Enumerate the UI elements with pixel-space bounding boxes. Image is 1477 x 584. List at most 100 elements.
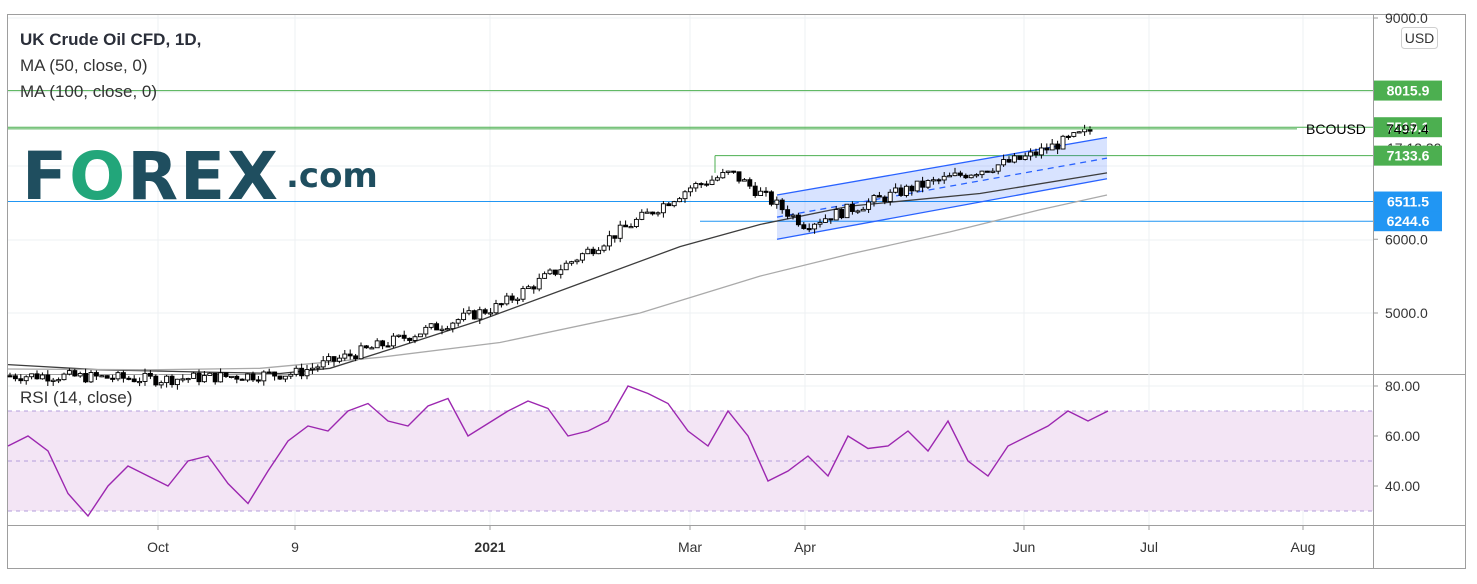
level-tag-label: 7519.1	[1387, 119, 1430, 135]
candle	[574, 259, 580, 263]
price-tick-label: 9000.0	[1385, 10, 1428, 26]
candle	[66, 370, 72, 375]
candle	[520, 288, 526, 300]
candle	[758, 190, 764, 197]
candle	[482, 309, 488, 314]
candle	[995, 164, 1001, 172]
candle	[423, 326, 429, 335]
candle	[623, 224, 629, 228]
candle	[212, 372, 218, 383]
candle	[714, 177, 720, 181]
candle	[909, 185, 915, 192]
candle	[239, 378, 245, 381]
price-tick-label: 6000.0	[1385, 231, 1428, 247]
candle	[450, 322, 456, 330]
candle	[887, 191, 893, 202]
candle	[180, 378, 186, 381]
candle	[930, 179, 936, 182]
logo-rex: REX	[127, 137, 280, 215]
candle	[671, 201, 677, 207]
candlesticks	[7, 124, 1093, 390]
candle	[380, 340, 386, 347]
candle	[88, 372, 94, 383]
candle	[104, 375, 110, 379]
candle	[1028, 151, 1034, 157]
candle	[860, 208, 866, 212]
candle	[309, 367, 315, 370]
ma100-line	[7, 194, 1108, 371]
candle	[812, 223, 818, 230]
candle	[790, 214, 796, 217]
time-tick-label: Oct	[147, 539, 169, 555]
time-axis[interactable]: Oct 9 2021 Mar Apr Jun Jul Aug	[147, 525, 1315, 555]
candle	[18, 378, 24, 382]
rsi-band	[8, 410, 1373, 512]
candle	[228, 375, 234, 379]
candle	[434, 323, 440, 331]
candle	[439, 328, 445, 331]
candle	[839, 209, 845, 219]
candle	[142, 372, 148, 382]
candle	[876, 195, 882, 198]
time-tick-label: Mar	[678, 539, 702, 555]
candle	[925, 180, 931, 188]
candle	[547, 269, 553, 275]
candle	[882, 196, 888, 202]
candle	[725, 170, 731, 173]
price-axis[interactable]: 9000.0 6000.0 5000.0	[1373, 10, 1428, 321]
candle	[131, 378, 137, 383]
candle	[660, 203, 666, 214]
candle	[299, 367, 305, 377]
candle	[903, 185, 909, 196]
candle	[115, 372, 121, 380]
currency-box[interactable]	[1401, 27, 1438, 49]
logo-o-coin: O	[69, 137, 128, 215]
candle	[498, 303, 504, 306]
candle	[774, 199, 780, 205]
candle	[655, 212, 661, 215]
candle	[412, 336, 418, 341]
level-tag	[1374, 211, 1442, 232]
candle	[736, 171, 742, 182]
rsi-axis[interactable]: 80.00 60.00 40.00	[1373, 378, 1420, 494]
candle	[979, 170, 985, 176]
candle	[779, 199, 785, 211]
candle	[974, 174, 980, 177]
symbol-label: BCOUSD	[1306, 121, 1366, 137]
candle	[741, 179, 747, 182]
candle	[963, 174, 969, 179]
candle	[639, 211, 645, 220]
candle	[223, 372, 229, 377]
regression-channel[interactable]	[776, 136, 1108, 240]
candle	[83, 373, 89, 383]
candle	[93, 372, 99, 377]
candle	[331, 356, 337, 362]
candle	[201, 375, 207, 383]
candle	[336, 357, 342, 362]
candle	[61, 373, 67, 381]
level-tag-label: 6511.5	[1387, 194, 1429, 210]
candle	[461, 312, 467, 321]
candle	[1082, 128, 1088, 133]
candle	[531, 286, 537, 290]
legend-ma50-text: MA (50, close, 0)	[20, 56, 148, 75]
candle	[871, 195, 877, 203]
candle	[687, 187, 693, 193]
candle	[801, 224, 807, 229]
candle	[315, 366, 321, 369]
candle	[1011, 155, 1017, 163]
candle	[833, 209, 839, 221]
currency-label: USD	[1405, 30, 1435, 46]
level-tag-label: 7133.6	[1387, 148, 1430, 164]
candle	[644, 211, 650, 214]
candle	[504, 295, 510, 305]
candle	[466, 310, 472, 314]
candle	[709, 179, 715, 185]
candle	[855, 210, 861, 213]
time-tick-label: Jun	[1013, 539, 1036, 555]
candle	[1087, 128, 1093, 132]
rsi-polyline	[7, 385, 1109, 518]
price-tick-label: 5000.0	[1385, 305, 1428, 321]
